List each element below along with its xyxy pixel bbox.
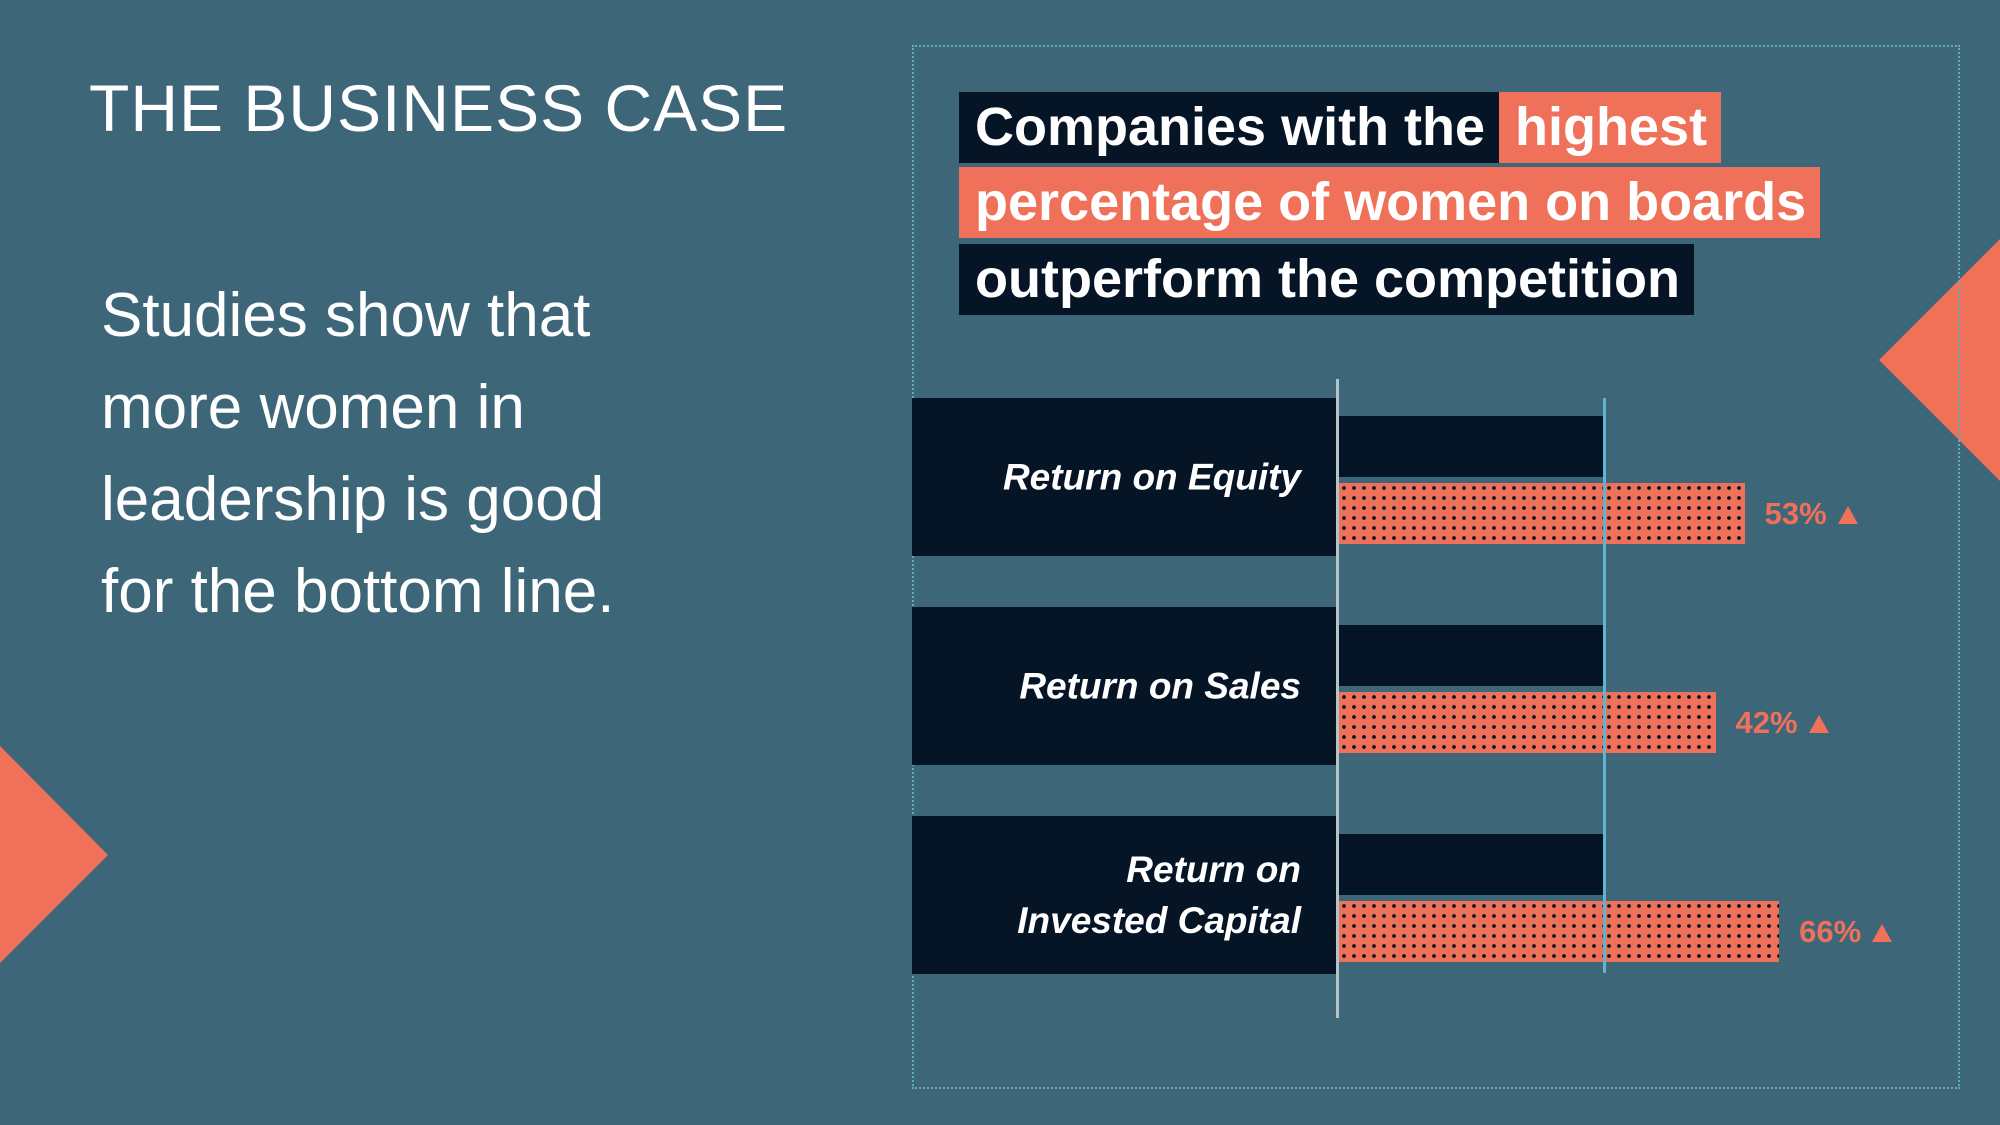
reference-line	[1603, 398, 1607, 973]
value-label: 42%	[1736, 692, 1830, 753]
value-label: 66%	[1799, 901, 1893, 962]
chart-frame	[912, 45, 1960, 1089]
title-line: percentage of women on boards	[959, 167, 1821, 238]
category-label: Return on Sales	[1019, 665, 1301, 707]
up-arrow	[1837, 506, 1858, 524]
category-box: Return on Invested Capital	[912, 816, 1336, 974]
bar	[1339, 834, 1605, 895]
category-label: Return on Equity	[1002, 456, 1301, 498]
bar-base	[1339, 901, 1605, 962]
title-line: Companies with the highest	[959, 92, 1722, 163]
body-line: Studies show that	[101, 281, 591, 350]
body-line: leadership is good	[101, 465, 605, 534]
body-text: Studies show that more women in leadersh…	[101, 270, 615, 638]
up-arrow	[1808, 715, 1829, 733]
body-line: for the bottom line.	[101, 557, 615, 626]
title-highlight: percentage of women on boards	[959, 167, 1821, 238]
title-line: outperform the competition	[959, 244, 1694, 315]
up-arrow	[1872, 924, 1893, 942]
category-box: Return on Sales	[912, 607, 1336, 765]
axis-line	[1336, 379, 1339, 1018]
heading: THE BUSINESS CASE	[89, 71, 789, 145]
title-part: outperform the competition	[959, 244, 1694, 315]
bar-base	[1339, 483, 1605, 544]
category-label: Return on Invested Capital	[1017, 849, 1301, 941]
left-triangle	[0, 746, 108, 963]
bar-base	[1339, 692, 1605, 753]
bar-increase	[1604, 483, 1745, 544]
right-triangle	[1879, 239, 2000, 481]
bar	[1339, 416, 1605, 477]
title-highlight: highest	[1499, 92, 1722, 163]
bar	[1339, 625, 1605, 686]
category-box: Return on Equity	[912, 398, 1336, 556]
bar-increase	[1604, 901, 1780, 962]
body-line: more women in	[101, 373, 525, 442]
title-part: Companies with the	[959, 92, 1500, 163]
bar-increase	[1604, 692, 1716, 753]
value-label: 53%	[1765, 483, 1859, 544]
